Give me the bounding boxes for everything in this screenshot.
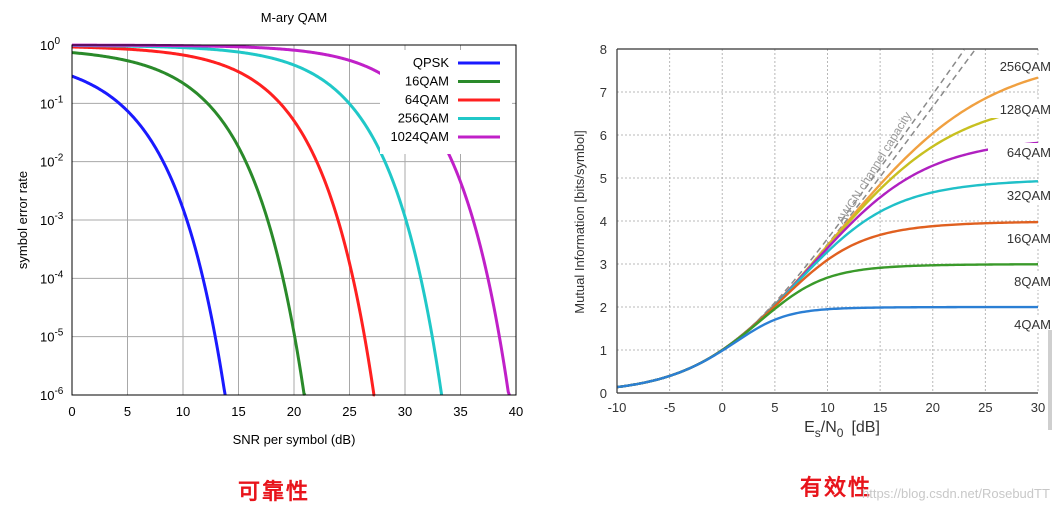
ser-plot-frame xyxy=(71,44,517,396)
ser-chart: 0 5 10 15 20 25 30 35 40 100 10-1 10-2 10-3 10-4 10-5… xyxy=(15,10,523,447)
ser-y-tick-label: 10-4 xyxy=(40,269,64,286)
mutual-information-chart: -10 -5 0 5 10 15 20 25 30 0 1 2 3 4 5 6 7 8 4QAM 8QAM 16QA… xyxy=(572,42,1052,440)
mi-x-tick-label: 30 xyxy=(1031,400,1045,415)
ser-legend-label: 64QAM xyxy=(405,92,449,107)
ser-x-tick-label: 10 xyxy=(176,404,190,419)
ser-y-tick-label: 100 xyxy=(40,36,60,53)
ser-x-ticks: 0 5 10 15 20 25 30 35 40 xyxy=(68,404,523,419)
ser-y-tick-label: 10-6 xyxy=(40,386,64,403)
mi-capacity-line xyxy=(742,49,965,335)
mi-plot-frame xyxy=(616,48,1038,394)
mi-series-label: 32QAM xyxy=(1007,188,1051,203)
mi-x-label-e: E xyxy=(804,419,815,436)
mi-y-tick-label: 6 xyxy=(600,128,607,143)
mi-y-tick-label: 4 xyxy=(600,214,607,229)
mi-series-label: 256QAM xyxy=(1000,59,1051,74)
mi-label-bg xyxy=(988,57,1052,75)
mi-chart-grid xyxy=(616,48,1039,394)
mi-chart-curves xyxy=(616,76,1039,389)
caption-reliability: 可靠性 xyxy=(238,480,311,505)
ser-x-tick-label: 40 xyxy=(509,404,523,419)
mi-y-axis-label: Mutual Information [bits/symbol] xyxy=(572,130,587,314)
mi-series-32qam xyxy=(616,180,1039,389)
ser-legend-label: 1024QAM xyxy=(390,129,449,144)
mi-y-tick-label: 8 xyxy=(600,42,607,57)
mi-x-tick-label: -5 xyxy=(664,400,676,415)
ser-legend: QPSK 16QAM 64QAM 256QAM 1024QAM xyxy=(380,50,512,154)
ser-y-ticks: 100 10-1 10-2 10-3 10-4 10-5 10-6 xyxy=(40,36,64,403)
mi-label-bg xyxy=(988,143,1052,161)
caption-efficiency: 有效性 xyxy=(800,476,873,501)
ser-y-axis-label: symbol error rate xyxy=(15,171,30,269)
mi-x-ticks: -10 -5 0 5 10 15 20 25 30 xyxy=(608,400,1046,415)
ser-legend-label: 16QAM xyxy=(405,74,449,89)
mi-y-tick-label: 0 xyxy=(600,386,607,401)
mi-series-label: 4QAM xyxy=(1014,317,1051,332)
ser-legend-label: 256QAM xyxy=(398,111,449,126)
mi-label-bg xyxy=(988,315,1052,333)
mi-x-tick-label: 0 xyxy=(719,400,726,415)
scrollbar-edge xyxy=(1048,330,1052,430)
ser-x-axis-label: SNR per symbol (dB) xyxy=(233,432,356,447)
mi-x-tick-label: 25 xyxy=(978,400,992,415)
ser-x-tick-label: 30 xyxy=(398,404,412,419)
mi-y-ticks: 0 1 2 3 4 5 6 7 8 xyxy=(600,42,607,401)
ser-x-tick-label: 35 xyxy=(453,404,467,419)
mi-x-tick-label: 5 xyxy=(771,400,778,415)
ser-series-16qam xyxy=(71,51,307,396)
mi-series-labels: 4QAM 8QAM 16QAM 32QAM 64QAM 128QAM 256QAM xyxy=(988,57,1052,333)
ser-y-tick-label: 10-5 xyxy=(40,328,64,345)
mi-x-tick-label: 20 xyxy=(926,400,940,415)
mi-x-tick-label: 15 xyxy=(873,400,887,415)
ser-y-tick-label: 10-1 xyxy=(40,94,64,111)
mi-series-label: 16QAM xyxy=(1007,231,1051,246)
ser-x-tick-label: 20 xyxy=(287,404,301,419)
mi-label-bg xyxy=(988,272,1052,290)
mi-y-tick-label: 7 xyxy=(600,85,607,100)
ser-x-tick-label: 25 xyxy=(342,404,356,419)
mi-x-label-e-sub: s xyxy=(815,426,821,440)
mi-series-label: 64QAM xyxy=(1007,145,1051,160)
mi-series-4qam xyxy=(616,305,1039,389)
mi-y-tick-label: 1 xyxy=(600,343,607,358)
mi-x-tick-label: -10 xyxy=(608,400,627,415)
mi-x-tick-label: 10 xyxy=(820,400,834,415)
ser-x-tick-label: 5 xyxy=(124,404,131,419)
mi-series-label: 128QAM xyxy=(1000,102,1051,117)
ser-chart-title: M-ary QAM xyxy=(261,10,327,25)
mi-label-bg xyxy=(988,229,1052,247)
mi-label-bg xyxy=(988,100,1052,118)
ser-y-tick-label: 10-3 xyxy=(40,211,64,228)
ser-y-tick-label: 10-2 xyxy=(40,153,64,170)
mi-x-label-unit: [dB] xyxy=(851,419,879,436)
mi-x-label-n: /N xyxy=(821,419,837,436)
ser-series-64qam xyxy=(71,45,376,397)
ser-series-qpsk xyxy=(71,74,227,396)
ser-legend-label: QPSK xyxy=(413,55,449,70)
mi-y-tick-label: 2 xyxy=(600,300,607,315)
mi-y-tick-label: 3 xyxy=(600,257,607,272)
mi-label-bg xyxy=(988,186,1052,204)
mi-series-label: 8QAM xyxy=(1014,274,1051,289)
mi-y-tick-label: 5 xyxy=(600,171,607,186)
mi-x-label-n-sub: 0 xyxy=(837,426,844,440)
mi-x-axis-label: Es/N0 [dB] xyxy=(804,419,880,440)
ser-x-tick-label: 0 xyxy=(68,404,75,419)
watermark-text: https://blog.csdn.net/RosebudTT xyxy=(862,486,1050,501)
ser-x-tick-label: 15 xyxy=(231,404,245,419)
